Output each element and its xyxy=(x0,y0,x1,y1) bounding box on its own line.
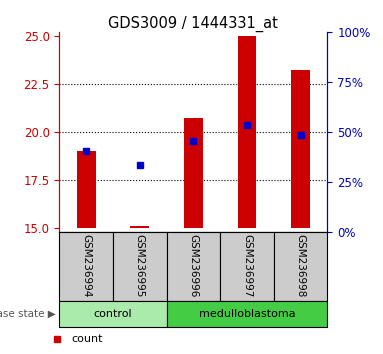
Bar xyxy=(59,301,167,327)
Bar xyxy=(167,232,220,301)
Bar xyxy=(77,151,96,228)
Bar xyxy=(59,232,113,301)
Bar xyxy=(130,226,149,228)
Text: GSM236995: GSM236995 xyxy=(135,234,145,297)
Bar xyxy=(184,118,203,228)
Text: GSM236998: GSM236998 xyxy=(296,234,306,297)
Bar xyxy=(274,232,327,301)
Title: GDS3009 / 1444331_at: GDS3009 / 1444331_at xyxy=(108,16,278,32)
Bar xyxy=(291,70,310,228)
Text: GSM236997: GSM236997 xyxy=(242,234,252,297)
Bar xyxy=(237,36,257,228)
Text: GSM236994: GSM236994 xyxy=(81,234,91,297)
Text: GSM236996: GSM236996 xyxy=(188,234,198,297)
Text: count: count xyxy=(71,334,103,344)
Text: disease state ▶: disease state ▶ xyxy=(0,309,56,319)
Bar xyxy=(113,232,167,301)
Text: medulloblastoma: medulloblastoma xyxy=(199,309,295,319)
Bar xyxy=(167,301,327,327)
Text: control: control xyxy=(94,309,132,319)
Bar xyxy=(220,232,274,301)
